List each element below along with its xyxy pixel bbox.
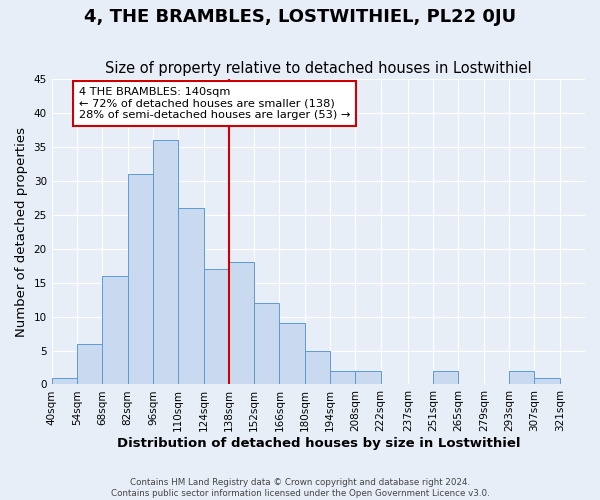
Bar (128, 174, 153, 384)
Bar (433, 371, 458, 384)
Bar (355, 371, 381, 384)
Bar (254, 303, 280, 384)
Bar (305, 350, 330, 384)
Bar (280, 324, 305, 384)
Bar (330, 371, 355, 384)
Title: Size of property relative to detached houses in Lostwithiel: Size of property relative to detached ho… (105, 60, 532, 76)
Bar (229, 262, 254, 384)
Text: 4 THE BRAMBLES: 140sqm
← 72% of detached houses are smaller (138)
28% of semi-de: 4 THE BRAMBLES: 140sqm ← 72% of detached… (79, 87, 350, 120)
Bar (52, 378, 77, 384)
Bar (203, 269, 229, 384)
Y-axis label: Number of detached properties: Number of detached properties (15, 127, 28, 337)
Bar (178, 208, 203, 384)
Text: 4, THE BRAMBLES, LOSTWITHIEL, PL22 0JU: 4, THE BRAMBLES, LOSTWITHIEL, PL22 0JU (84, 8, 516, 26)
Bar (102, 276, 128, 384)
Bar (535, 378, 560, 384)
Bar (153, 140, 178, 384)
Text: Contains HM Land Registry data © Crown copyright and database right 2024.
Contai: Contains HM Land Registry data © Crown c… (110, 478, 490, 498)
X-axis label: Distribution of detached houses by size in Lostwithiel: Distribution of detached houses by size … (116, 437, 520, 450)
Bar (77, 344, 102, 385)
Bar (509, 371, 535, 384)
